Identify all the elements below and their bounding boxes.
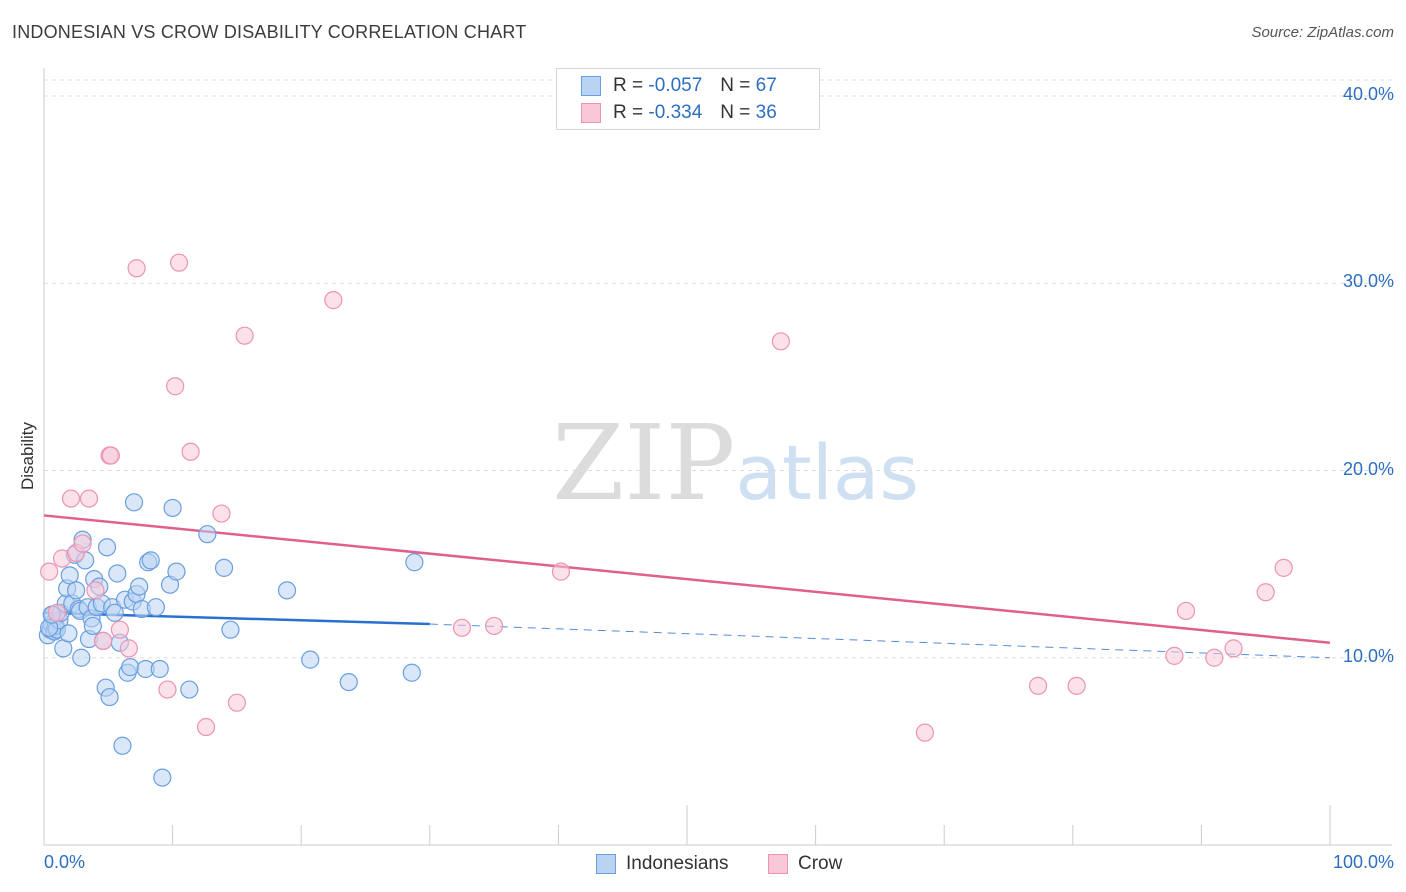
data-point-crow	[127, 259, 146, 278]
data-point-crow	[196, 717, 216, 737]
data-point-crow	[452, 618, 472, 637]
data-point-indonesians	[405, 553, 424, 572]
data-point-crow	[73, 534, 92, 553]
data-point-crow	[61, 489, 81, 508]
data-point-indonesians	[167, 562, 186, 581]
data-point-indonesians	[221, 620, 240, 639]
data-point-crow	[324, 291, 343, 310]
data-point-crow	[119, 639, 138, 658]
legend-label: Indonesians	[626, 853, 729, 874]
legend-row-indonesians: R = -0.057 N = 67	[581, 74, 777, 98]
data-point-indonesians	[121, 658, 140, 677]
data-point-indonesians	[153, 768, 172, 787]
data-point-crow	[169, 253, 189, 272]
source-label: Source: ZipAtlas.com	[1251, 24, 1394, 41]
legend-item-crow[interactable]: Crow	[768, 852, 842, 876]
n-value: 36	[755, 102, 777, 123]
data-point-crow	[227, 693, 246, 712]
data-point-crow	[235, 326, 254, 345]
crow-swatch	[768, 854, 788, 874]
n-label: N =	[720, 75, 751, 96]
data-point-indonesians	[83, 616, 102, 636]
crow-swatch	[581, 103, 601, 123]
data-point-crow	[158, 680, 177, 699]
axes	[43, 68, 1392, 846]
data-point-indonesians	[141, 551, 160, 570]
data-point-indonesians	[59, 624, 78, 643]
y-tick-label: 30.0%	[1342, 271, 1394, 292]
data-point-indonesians	[277, 581, 297, 600]
data-point-crow	[110, 620, 129, 639]
data-point-crow	[771, 332, 790, 351]
data-point-indonesians	[100, 687, 119, 707]
legend-label: Crow	[798, 853, 843, 874]
data-point-crow	[47, 603, 66, 622]
data-point-crow	[1224, 639, 1243, 658]
y-axis-label: Disability	[18, 421, 37, 491]
x-tick-min: 0.0%	[44, 852, 86, 872]
data-point-indonesians	[130, 577, 149, 596]
data-point-crow	[1067, 676, 1086, 695]
data-point-indonesians	[301, 650, 320, 669]
n-value: 67	[755, 75, 777, 96]
r-value: -0.057	[648, 75, 703, 96]
data-point-crow	[166, 377, 185, 396]
data-point-indonesians	[163, 498, 182, 518]
legend-row-crow: R = -0.334 N = 36	[581, 101, 777, 125]
indonesians-swatch	[581, 76, 601, 96]
data-point-indonesians	[402, 663, 421, 682]
data-point-crow	[79, 489, 99, 508]
data-point-indonesians	[108, 564, 127, 583]
trend-lines	[43, 514, 1331, 659]
data-point-crow	[1176, 601, 1196, 621]
crow-points	[40, 253, 1293, 742]
data-point-indonesians	[150, 659, 169, 679]
n-label: N =	[720, 102, 751, 123]
data-point-indonesians	[67, 581, 86, 600]
data-point-crow	[40, 562, 59, 581]
data-point-crow	[1028, 676, 1048, 695]
data-point-crow	[181, 442, 200, 461]
watermark-atlas: atlas	[735, 428, 919, 517]
legend-item-indonesians[interactable]: Indonesians	[596, 852, 728, 876]
data-point-crow	[86, 581, 105, 600]
data-point-crow	[1165, 646, 1184, 665]
data-point-crow	[485, 616, 504, 636]
y-tick-label: 40.0%	[1342, 84, 1394, 104]
data-point-crow	[551, 562, 571, 581]
crow-trend-line	[43, 514, 1331, 645]
r-value: -0.334	[648, 102, 703, 123]
data-point-crow	[1274, 558, 1293, 577]
r-label: R =	[613, 102, 644, 123]
watermark: ZIPatlas	[552, 402, 919, 524]
data-point-crow	[94, 631, 113, 650]
data-point-indonesians	[198, 525, 217, 544]
grid-lines	[44, 79, 1392, 659]
data-point-crow	[101, 446, 120, 465]
watermark-zip: ZIP	[552, 402, 736, 524]
data-point-indonesians	[97, 538, 117, 557]
correlation-legend: R = -0.057 N = 67 R = -0.334 N = 36	[556, 68, 820, 130]
y-tick-label: 10.0%	[1342, 645, 1394, 666]
indonesians-swatch	[596, 854, 616, 874]
data-point-indonesians	[146, 598, 165, 617]
indonesians-trend-extension	[429, 623, 1331, 659]
chart-title: INDONESIAN VS CROW DISABILITY CORRELATIO…	[12, 22, 527, 42]
data-point-indonesians	[60, 566, 79, 585]
data-point-indonesians	[124, 493, 144, 512]
data-point-crow	[915, 723, 935, 742]
data-point-indonesians	[72, 648, 91, 667]
data-point-indonesians	[105, 603, 124, 622]
y-tick-label: 20.0%	[1342, 458, 1394, 479]
data-point-crow	[1205, 648, 1224, 667]
data-point-indonesians	[113, 736, 132, 755]
r-label: R =	[613, 75, 644, 96]
data-point-crow	[1256, 583, 1275, 602]
data-point-crow	[212, 504, 231, 523]
x-tick-max: 100.0%	[1332, 852, 1394, 872]
data-point-indonesians	[214, 558, 234, 577]
data-point-indonesians	[180, 680, 199, 699]
data-point-indonesians	[339, 672, 358, 692]
